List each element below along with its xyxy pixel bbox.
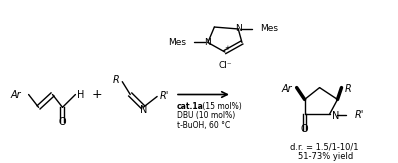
Text: cat.1a: cat.1a <box>177 102 204 111</box>
Text: DBU (10 mol%): DBU (10 mol%) <box>177 111 235 120</box>
Text: N: N <box>332 111 339 121</box>
Text: N: N <box>140 105 147 115</box>
Text: R: R <box>112 75 119 85</box>
Text: Cl⁻: Cl⁻ <box>218 61 232 70</box>
Text: +: + <box>92 88 103 101</box>
Text: R: R <box>345 84 351 94</box>
Text: O: O <box>301 124 308 134</box>
Text: Mes: Mes <box>260 24 278 33</box>
Text: t-BuOH, 60 °C: t-BuOH, 60 °C <box>177 121 230 130</box>
Text: H: H <box>78 89 85 99</box>
Text: R': R' <box>160 91 170 102</box>
Text: R': R' <box>355 110 364 120</box>
Text: Ar: Ar <box>11 89 21 99</box>
Text: +: + <box>224 45 230 51</box>
Text: 51-73% yield: 51-73% yield <box>298 152 353 161</box>
Text: Mes: Mes <box>168 38 186 47</box>
Text: (15 mol%): (15 mol%) <box>200 102 242 111</box>
Text: O: O <box>59 117 66 127</box>
Text: N: N <box>205 38 211 47</box>
Text: N: N <box>235 24 242 33</box>
Text: d.r. = 1.5/1-10/1: d.r. = 1.5/1-10/1 <box>290 142 358 151</box>
Text: Ar: Ar <box>281 84 292 94</box>
